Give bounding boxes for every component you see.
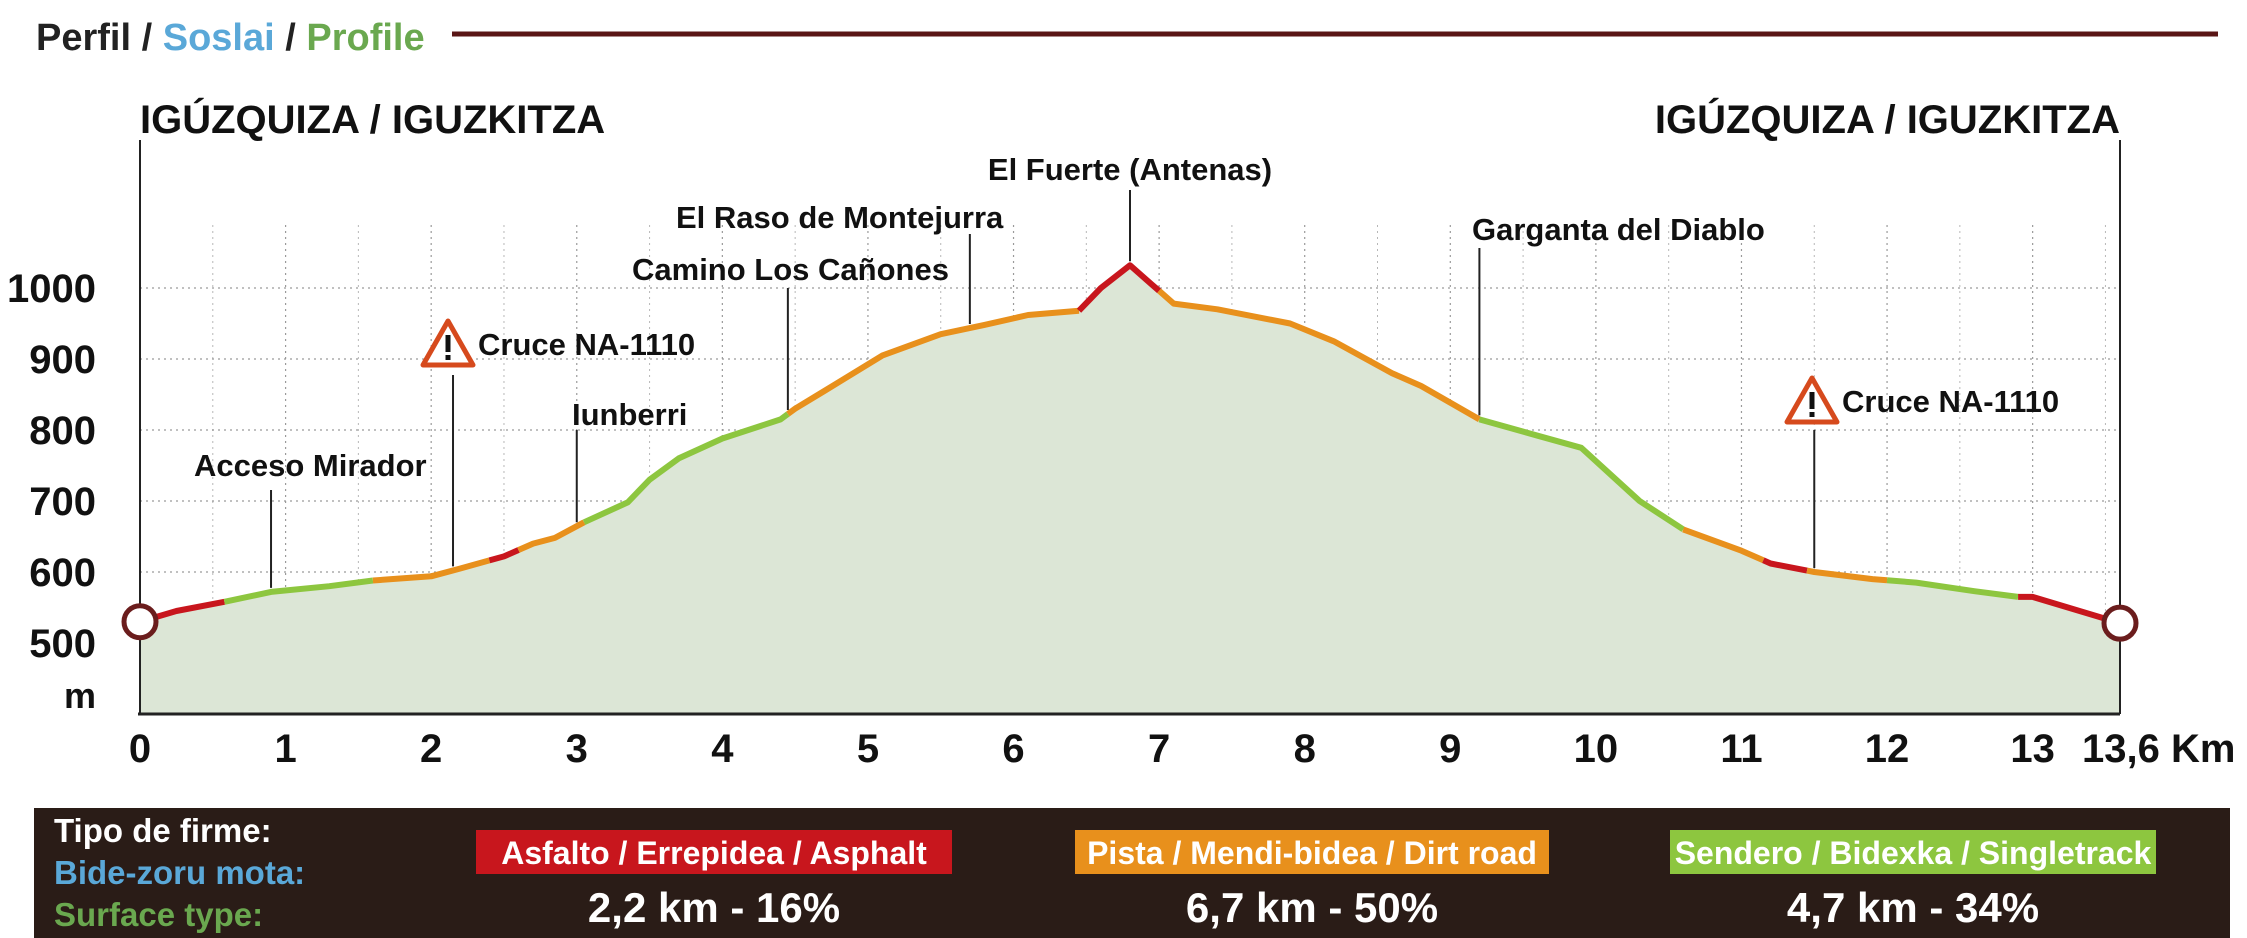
header-separator: / [285,17,306,59]
x-tick-label: 9 [1439,727,1461,771]
x-tick-label: 2 [420,727,442,771]
y-tick-label: 800 [29,409,96,453]
surface-segment-dirt [786,307,1080,417]
legend-label-asphalt: Asfalto / Errepidea / Asphalt [501,835,927,871]
surface-segment-dirt [372,557,491,584]
surface-segment-dirt [1682,526,1765,564]
legend-swatch-singletrack [1670,830,2156,874]
surface-segment-asphalt [1762,557,1808,574]
x-tick-label: 3 [566,727,588,771]
warning-dot [1809,412,1815,417]
x-tick-label: 5 [857,727,879,771]
elevation-fill [140,265,2120,714]
legend-title-line: Surface type: [54,896,263,933]
warning-icon [1784,375,1840,425]
warning-bar [1809,392,1815,409]
header-title-profile: Profile [306,17,424,59]
surface-segment-singletrack [582,411,790,526]
header-title-soslai: Soslai [163,17,286,59]
legend-title-line: Tipo de firme: [54,812,272,849]
surface-segment-dirt [1157,288,1481,423]
legend-swatch-asphalt [476,830,952,874]
start-location-label: IGÚZQUIZA / IGUZKITZA [140,96,605,142]
x-tick-label: 10 [1574,727,1619,771]
legend-swatch-dirt [1075,830,1549,874]
surface-segment-asphalt [2018,593,2121,626]
annotation-label-garganta-del-diablo: Garganta del Diablo [1472,212,1765,247]
annotation-label-cruce-na-1110-2: Cruce NA-1110 [1842,384,2059,419]
surface-segment-singletrack [1478,416,1685,532]
y-tick-label: 500 [29,622,96,666]
surface-segment-dirt [517,519,586,553]
end-marker [2101,604,2139,642]
axes: 0 1 2 3 4 5 6 7 8 9 10 11 12 13 13,6 Km500600700800900… [7,96,2235,771]
annotation-label-iunberri: Iunberri [572,397,687,432]
x-tick-label: 12 [1865,727,1910,771]
header-separator: / [142,17,163,59]
x-tick-label: 4 [711,727,734,771]
y-tick-label: 1000 [7,267,96,311]
header-title-perfil: Perfil [36,17,142,59]
x-tick-label: 8 [1294,727,1316,771]
warning-icon [420,318,476,368]
x-tick-label: 1 [274,727,296,771]
legend: Tipo de firme: Bide-zoru mota: Surface typ… [34,808,2230,938]
x-tick-label: 6 [1002,727,1024,771]
surface-segments [139,262,2121,626]
warning-dot [445,355,451,360]
annotation-label-acceso-mirador: Acceso Mirador [194,448,427,483]
legend-label-dirt: Pista / Mendi-bidea / Dirt road [1087,835,1537,871]
x-tick-label: 0 [129,727,151,771]
legend-stat-asphalt: 2,2 km - 16% [588,884,840,931]
x-tick-label: 7 [1148,727,1170,771]
x-tick-label: 11 [1720,727,1762,771]
legend-stat-dirt: 6,7 km - 50% [1186,884,1438,931]
x-tick-label: 13,6 Km [2082,727,2235,771]
end-location-label: IGÚZQUIZA / IGUZKITZA [1655,96,2120,142]
elevation-area [140,265,2120,714]
y-unit-label: m [64,675,96,716]
warning-bar [445,335,451,352]
header: Perfil / Soslai / Profile [36,17,2218,59]
annotation-label-el-fuerte: El Fuerte (Antenas) [988,152,1272,187]
annotation-label-camino-los-canones: Camino Los Cañones [632,252,949,287]
start-marker [121,603,159,641]
y-tick-label: 700 [29,480,96,524]
legend-label-singletrack: Sendero / Bidexka / Singletrack [1675,835,2152,871]
surface-segment-singletrack [223,577,374,605]
annotation-label-cruce-na-1110-1: Cruce NA-1110 [478,327,695,362]
header-title: Perfil / Soslai / Profile [36,17,425,59]
surface-segment-dirt [1806,567,1888,584]
x-tick-label: 13 [2010,727,2055,771]
surface-segment-asphalt [1076,262,1162,313]
surface-segment-asphalt [488,547,520,564]
y-tick-label: 900 [29,338,96,382]
annotation-label-el-raso-de-montejurra: El Raso de Montejurra [676,200,1004,235]
annotations: Acceso Mirador Cruce NA-1110 Iunberri Camin… [194,152,2059,588]
legend-stat-singletrack: 4,7 km - 34% [1787,884,2039,931]
legend-title-line: Bide-zoru mota: [54,854,305,891]
surface-segment-singletrack [1886,577,2019,600]
y-tick-label: 600 [29,551,96,595]
